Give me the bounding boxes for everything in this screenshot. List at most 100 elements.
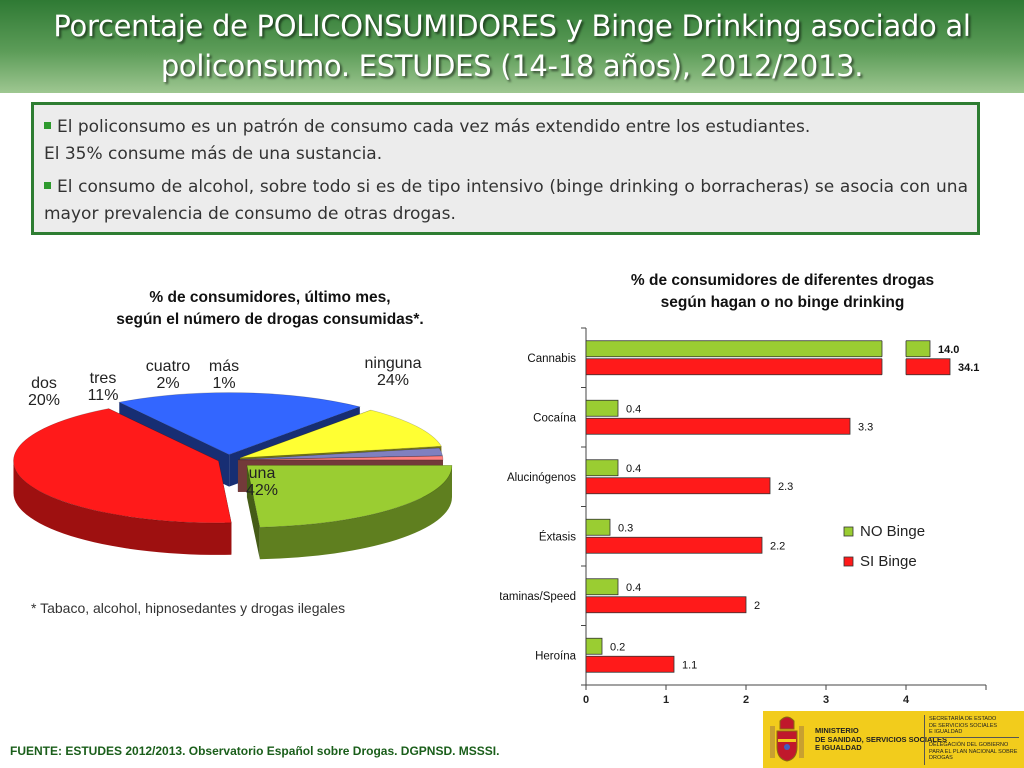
bar-value-label: 2.2 [770, 540, 785, 552]
bar-si-binge [585, 477, 771, 495]
bar-value-label: 14.0 [938, 344, 959, 356]
pie-value-label: 42% [246, 482, 278, 499]
secretaria-line-1: SECRETARÍA DE ESTADO [929, 716, 997, 722]
bar-value-label: 1.1 [682, 659, 697, 671]
bullet-1-line-1: El policonsumo es un patrón de consumo c… [57, 117, 811, 137]
pie-footnote: * Tabaco, alcohol, hipnosedantes y droga… [31, 600, 346, 616]
bar-si-binge [585, 417, 851, 435]
pie-category-label: tres [90, 370, 117, 387]
pie-value-label: 11% [88, 387, 119, 404]
pie-label-tres: tres 11% [88, 370, 119, 404]
ministry-line-2: DE SANIDAD, SERVICIOS SOCIALES [815, 734, 947, 744]
pie-slice-top [246, 465, 453, 528]
pie-label-dos: dos 20% [28, 375, 60, 409]
pie-category-label: cinco o [199, 355, 250, 358]
pie-label-una: una 42% [246, 465, 278, 499]
pie-slice-wall [246, 465, 260, 560]
bar-no-binge [585, 518, 611, 536]
pie-slice-top [237, 455, 444, 461]
category-label: Cocaína [533, 412, 576, 424]
pie-slice-una [13, 408, 232, 555]
bar-title-line-2: según hagan o no binge drinking [660, 294, 905, 311]
pie-value-label: 20% [28, 392, 60, 409]
ministry-logo: MINISTERIO DE SANIDAD, SERVICIOS SOCIALE… [763, 711, 1024, 768]
bar-si-binge [585, 655, 675, 673]
bar-no-binge [585, 459, 619, 477]
bar-value-label: 0.4 [626, 403, 641, 415]
bar-chart-title: % de consumidores de diferentes drogas s… [560, 270, 1005, 314]
delegacion-name: DELEGACIÓN DEL GOBIERNO PARA EL PLAN NAC… [929, 742, 1024, 762]
ministry-name: MINISTERIO DE SANIDAD, SERVICIOS SOCIALE… [815, 726, 947, 753]
bullet-item-1: El policonsumo es un patrón de consumo c… [44, 114, 968, 168]
pie-title-line-2: según el número de drogas consumidas*. [116, 311, 424, 328]
axis-break-gap [882, 357, 906, 376]
delegacion-line-2: PARA EL PLAN NACIONAL SOBRE DROGAS [929, 748, 1018, 762]
category-label: Anfetaminas/Speed [500, 591, 576, 603]
pie-slice-top [239, 409, 442, 459]
pie-value-label: 24% [377, 372, 409, 389]
title-banner: Porcentaje de POLICONSUMIDORES y Binge D… [0, 0, 1024, 93]
legend-swatch [843, 526, 854, 537]
bar-value-label: 3.3 [858, 421, 873, 433]
secretaria-name: SECRETARÍA DE ESTADO DE SERVICIOS SOCIAL… [929, 716, 997, 736]
x-tick-label: 3 [823, 694, 829, 706]
pie-value-label: 2% [156, 375, 179, 392]
pie-category-label: ninguna [365, 355, 422, 372]
bar-value-label: 0.2 [610, 641, 625, 653]
bar-value-label: 2.3 [778, 481, 793, 493]
pie-label-cuatro: cuatro 2% [146, 358, 191, 392]
legend-swatch [843, 556, 854, 567]
pie-slice-top [13, 408, 232, 524]
axis-break-gap [882, 339, 906, 358]
bullet-square-icon [44, 182, 51, 189]
pie-slice-ninguna [246, 465, 453, 560]
x-tick-label: 4 [903, 694, 910, 706]
bullet-1-line-2: El 35% consume más de una sustancia. [44, 144, 383, 164]
pie-chart: ninguna24%una42%dos20%tres11%cuatro2%cin… [13, 355, 453, 560]
bar-no-binge [585, 340, 931, 358]
pie-category-label: más [209, 358, 239, 375]
pie-slice-rim [13, 460, 232, 555]
category-label: Heroína [535, 650, 577, 662]
x-tick-label: 2 [743, 694, 749, 706]
category-label: Alucinógenos [507, 472, 576, 484]
bar-si-binge [585, 536, 763, 554]
pie-label-ninguna: ninguna 24% [365, 355, 422, 389]
logo-divider [924, 715, 925, 765]
bar-value-label: 34.1 [958, 362, 979, 374]
x-tick-label: 1 [663, 694, 669, 706]
summary-box: El policonsumo es un patrón de consumo c… [31, 102, 980, 235]
pie-category-label: cuatro [146, 358, 191, 375]
bullet-2-text: El consumo de alcohol, sobre todo si es … [44, 177, 968, 224]
bar-no-binge [585, 637, 603, 655]
x-tick-label: 0 [583, 694, 589, 706]
category-label: Éxtasis [539, 530, 576, 543]
ministry-line-1: MINISTERIO [815, 726, 859, 735]
pie-slice-top [118, 392, 361, 455]
logo-divider [929, 737, 1019, 738]
bar-no-binge [585, 578, 619, 596]
bullet-item-2: El consumo de alcohol, sobre todo si es … [44, 174, 968, 228]
bar-value-label: 2 [754, 600, 760, 612]
pie-label-cinco-o-más: cinco omás1% [199, 355, 250, 392]
pie-category-label: dos [31, 375, 57, 392]
bar-title-line-1: % de consumidores de diferentes drogas [630, 272, 935, 289]
bar-value-label: 0.4 [626, 463, 641, 475]
bar-chart: 0 1 2 3 4 Cannabis 14.0 34.1 Cocaína 0.4 3.3 Alucin… [500, 327, 987, 706]
pie-chart-title: % de consumidores, último mes, según el … [40, 287, 500, 331]
pie-title-line-1: % de consumidores, último mes, [149, 289, 391, 306]
bar-value-label: 0.3 [618, 522, 633, 534]
pie-category-label: una [249, 465, 276, 482]
pie-slices [13, 392, 453, 560]
source-footer: FUENTE: ESTUDES 2012/2013. Observatorio … [10, 744, 500, 758]
bar-si-binge [585, 596, 747, 614]
secretaria-line-2: DE SERVICIOS SOCIALES [929, 722, 998, 729]
legend-label: SI Binge [860, 553, 917, 570]
title-line-1: Porcentaje de POLICONSUMIDORES y Binge D… [53, 9, 971, 43]
legend-label: NO Binge [860, 523, 925, 540]
pie-value-label: 1% [212, 375, 235, 392]
delegacion-line-1: DELEGACIÓN DEL GOBIERNO [929, 742, 1009, 748]
pie-slice-rim [259, 465, 452, 560]
title-line-2: policonsumo. ESTUDES (14-18 años), 2012/… [160, 49, 864, 83]
coat-of-arms-icon [770, 716, 804, 762]
